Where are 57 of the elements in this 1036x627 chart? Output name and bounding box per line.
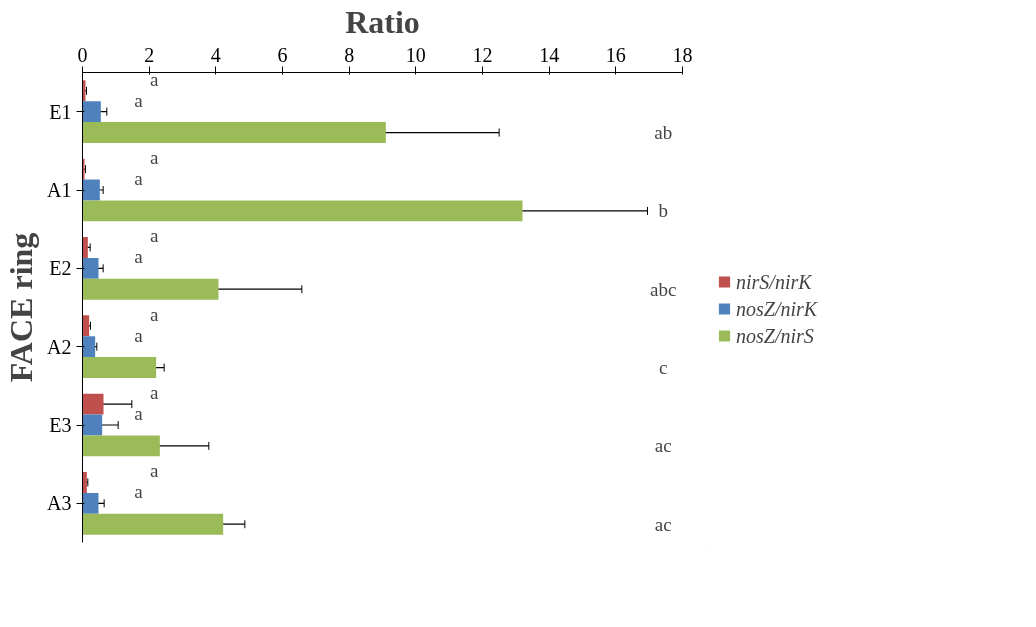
annotation: a [134,246,144,268]
bar [82,237,88,258]
annotation: a [150,303,160,325]
bar [82,513,224,535]
bar [82,122,386,143]
bar [82,257,99,279]
y-tick-label: E2 [49,257,72,280]
annotation: ab [654,122,673,144]
annotation: a [134,403,144,425]
legend-label: nirS/nirK [736,270,812,293]
bar [82,414,103,436]
bar [82,336,96,358]
annotation: ac [654,513,672,535]
bar [82,393,104,415]
annotation: a [134,481,144,503]
bar [82,315,90,337]
x-tick-label: 2 [144,43,155,66]
annotation: b [658,200,669,222]
annotation: abc [650,278,677,300]
bar [82,179,100,201]
annotation: a [134,89,144,111]
x-tick-label: 14 [539,43,560,66]
y-tick-label: E3 [49,414,72,436]
annotation: a [150,382,160,404]
annotation: a [134,168,144,190]
bar [82,435,160,457]
y-tick-label: A2 [47,335,72,358]
x-tick-label: 16 [605,43,626,66]
x-tick-label: 8 [344,43,355,66]
x-tick-label: 18 [672,43,693,66]
x-tick-label: 0 [77,43,88,66]
bar [82,200,523,222]
bar [82,492,99,514]
x-tick-label: 4 [210,43,221,66]
y-tick-label: A1 [47,179,72,201]
y-tick-label: E1 [49,100,72,123]
bar [82,357,157,378]
x-tick-label: 10 [405,43,426,66]
y-tick-label: A3 [47,492,72,515]
annotation: a [134,324,144,346]
annotation: a [150,225,160,247]
legend-label: nosZ/nirK [736,297,818,320]
annotation: a [150,460,160,482]
y-axis-title: FACE ring [3,232,40,383]
annotation: c [659,357,668,379]
bar [82,158,85,180]
bar [82,101,101,123]
x-tick-label: 12 [472,43,493,66]
legend-label: nosZ/nirS [736,324,814,347]
annotation: a [150,68,160,90]
bar [82,80,86,102]
x-axis-title: Ratio [345,3,420,40]
bar [82,278,219,300]
annotation: a [150,147,160,169]
x-tick-label: 6 [277,43,288,66]
annotation: ac [654,435,672,457]
bar [82,472,87,493]
